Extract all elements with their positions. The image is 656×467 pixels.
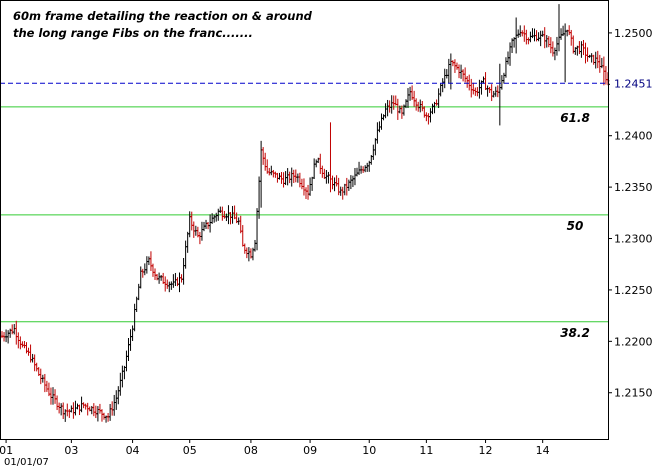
time-tick-label: 11 [419, 444, 433, 457]
price-bars [0, 4, 610, 423]
time-tick-label: 12 [479, 444, 493, 457]
price-tick-label: 1.2300 [614, 233, 653, 246]
annotation-line-1: 60m frame detailing the reaction on & ar… [13, 9, 313, 23]
date-label: 01/01/07 [4, 457, 49, 467]
fib-label: 50 [567, 219, 584, 233]
price-tick-label: 1.2250 [614, 284, 653, 297]
time-tick-label: 09 [303, 444, 317, 457]
time-tick-label: 03 [64, 444, 78, 457]
annotation-line-2: the long range Fibs on the franc....... [13, 26, 253, 40]
price-tick-label: 1.2150 [614, 387, 653, 400]
time-tick-label: 08 [244, 444, 258, 457]
fib-label: 61.8 [560, 111, 590, 125]
plot-frame [0, 0, 609, 440]
fib-levels [0, 106, 608, 323]
last-price-label: 1.2451 [614, 77, 653, 90]
time-tick-label: 01 [0, 444, 13, 457]
time-tick-label: 10 [362, 444, 376, 457]
time-tick-label: 05 [183, 444, 197, 457]
time-axis: 01 03 04 05 08 09 10 11 12 14 [0, 439, 550, 457]
price-tick-label: 1.2200 [614, 335, 653, 348]
time-tick-label: 04 [126, 444, 140, 457]
price-tick-label: 1.2400 [614, 130, 653, 143]
fib-level-labels: 61.8 50 38.2 [560, 111, 590, 340]
last-price-marker [610, 76, 652, 91]
fib-label: 38.2 [560, 326, 590, 340]
price-tick-label: 1.2500 [614, 27, 653, 40]
time-tick-label: 14 [536, 444, 550, 457]
price-tick-label: 1.2350 [614, 181, 653, 194]
